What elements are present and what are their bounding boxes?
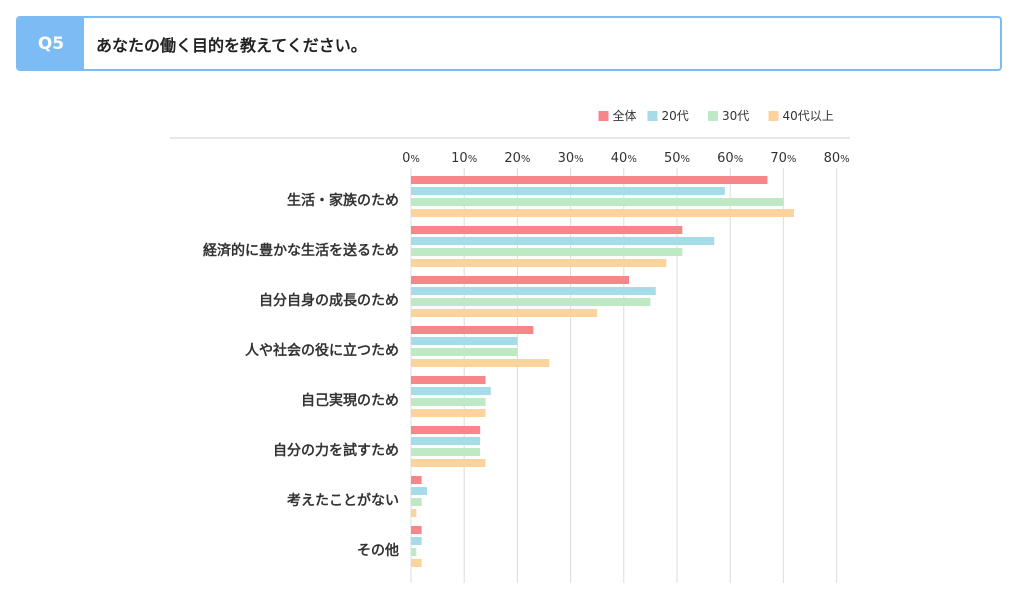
x-tick-number: 60	[717, 151, 734, 166]
question-box: Q5 あなたの働く目的を教えてください。	[16, 16, 1002, 71]
x-tick-label: 20%	[504, 151, 530, 166]
bar-3	[411, 348, 518, 356]
x-tick-number: 80	[824, 151, 841, 166]
category-label: 自分自身の成長のため	[259, 292, 399, 309]
x-tick-label: 80%	[824, 151, 850, 166]
legend-label: 40代以上	[783, 109, 834, 123]
bar-2	[411, 437, 481, 445]
bar-2	[411, 337, 518, 345]
x-tick-unit: %	[840, 154, 850, 165]
bar-1	[411, 426, 481, 434]
legend-label: 全体	[613, 108, 637, 123]
bar-1	[411, 326, 534, 334]
bar-4	[411, 409, 486, 417]
question-text: あなたの働く目的を教えてください。	[96, 35, 367, 55]
bar-3	[411, 398, 486, 406]
bar-1	[411, 376, 486, 384]
x-tick-unit: %	[410, 154, 420, 165]
bar-2	[411, 237, 715, 245]
x-tick-number: 20	[504, 151, 521, 166]
x-tick-unit: %	[734, 154, 744, 165]
bar-2	[411, 187, 725, 195]
bar-2	[411, 537, 422, 545]
bar-1	[411, 276, 630, 284]
bar-4	[411, 459, 486, 467]
question-number-badge: Q5	[18, 18, 84, 69]
x-tick-number: 40	[611, 151, 628, 166]
x-tick-label: 60%	[717, 151, 743, 166]
bar-4	[411, 509, 417, 517]
legend-swatch-2	[647, 111, 658, 121]
category-label: 生活・家族のため	[287, 192, 399, 209]
bar-4	[411, 309, 598, 317]
bar-4	[411, 559, 422, 567]
category-label: 自分の力を試すため	[273, 442, 399, 459]
x-tick-label: 30%	[558, 151, 584, 166]
bar-1	[411, 476, 422, 484]
bar-1	[411, 226, 683, 234]
x-tick-number: 10	[451, 151, 468, 166]
x-tick-number: 30	[558, 151, 575, 166]
bar-3	[411, 498, 422, 506]
bar-2	[411, 287, 656, 295]
bar-4	[411, 209, 795, 217]
category-label: 経済的に豊かな生活を送るため	[203, 242, 399, 259]
bar-4	[411, 259, 667, 267]
x-tick-label: 50%	[664, 151, 690, 166]
x-tick-unit: %	[681, 154, 691, 165]
x-tick-unit: %	[787, 154, 797, 165]
bar-3	[411, 198, 784, 206]
bar-1	[411, 176, 768, 184]
x-tick-unit: %	[521, 154, 531, 165]
legend-swatch-3	[708, 111, 718, 121]
x-tick-number: 0	[402, 151, 410, 166]
category-label: 人や社会の役に立つため	[245, 342, 399, 359]
x-tick-number: 70	[770, 151, 787, 166]
x-tick-number: 50	[664, 151, 681, 166]
bar-2	[411, 487, 427, 495]
x-tick-unit: %	[468, 154, 478, 165]
bar-3	[411, 248, 683, 256]
category-label: その他	[357, 542, 399, 559]
legend-label: 20代	[662, 109, 689, 123]
x-tick-unit: %	[574, 154, 584, 165]
legend-swatch-4	[768, 111, 779, 121]
category-label: 考えたことがない	[287, 492, 399, 509]
legend-label: 30代	[722, 109, 749, 123]
legend-swatch-1	[598, 111, 609, 121]
bar-2	[411, 387, 491, 395]
bar-4	[411, 359, 550, 367]
bar-1	[411, 526, 422, 534]
category-label: 自己実現のため	[301, 392, 399, 409]
bar-3	[411, 548, 417, 556]
x-tick-label: 10%	[451, 151, 477, 166]
x-tick-unit: %	[627, 154, 637, 165]
bar-3	[411, 298, 651, 306]
x-tick-label: 70%	[770, 151, 796, 166]
bar-3	[411, 448, 481, 456]
x-tick-label: 40%	[611, 151, 637, 166]
x-tick-label: 0%	[402, 151, 420, 166]
